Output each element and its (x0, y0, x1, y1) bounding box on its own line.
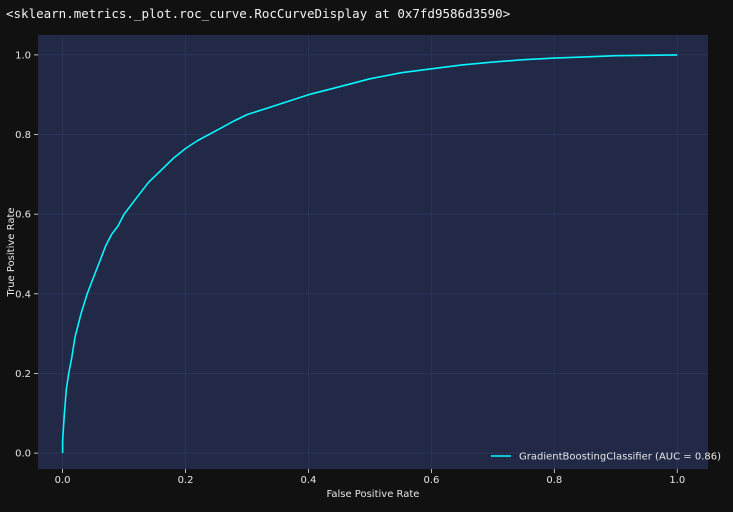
y-tick-label: 0.8 (15, 130, 31, 141)
roc-curve-line (61, 54, 678, 454)
x-axis-ticks: 0.0 0.2 0.4 0.6 0.8 1.0 (55, 469, 685, 486)
x-tick-label: 1.0 (669, 475, 685, 486)
grid-horizontal (38, 54, 708, 454)
output-repr-text: <sklearn.metrics._plot.roc_curve.RocCurv… (6, 6, 511, 21)
x-tick-label: 0.0 (55, 475, 71, 486)
plot-background (38, 35, 708, 469)
legend: GradientBoostingClassifier (AUC = 0.86) (491, 452, 721, 463)
y-tick-label: 1.0 (15, 50, 31, 61)
x-tick-label: 0.4 (301, 475, 317, 486)
y-axis-label: True Positive Rate (6, 207, 17, 297)
y-tick-label: 0.6 (15, 210, 31, 221)
x-axis-label: False Positive Rate (327, 489, 420, 500)
y-tick-label: 0.2 (15, 369, 31, 380)
y-axis-ticks: 0.0 0.2 0.4 0.6 0.8 1.0 (15, 50, 38, 460)
x-tick-label: 0.6 (423, 475, 439, 486)
series-layer (61, 54, 678, 454)
legend-label: GradientBoostingClassifier (AUC = 0.86) (519, 452, 721, 463)
x-tick-label: 0.8 (546, 475, 562, 486)
y-tick-label: 0.0 (15, 449, 31, 460)
y-tick-label: 0.4 (15, 289, 31, 300)
x-tick-label: 0.2 (178, 475, 194, 486)
grid-vertical (62, 35, 678, 469)
